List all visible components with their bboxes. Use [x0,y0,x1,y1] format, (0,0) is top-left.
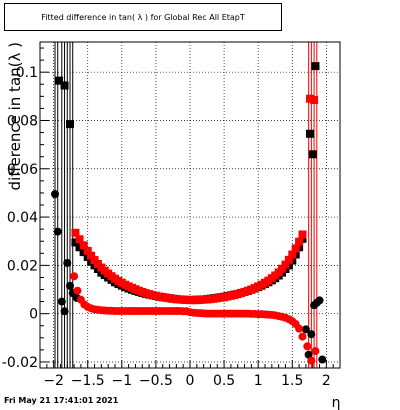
x-tick-label: −2 [43,373,64,389]
square-marker [71,228,80,237]
square-marker [71,238,80,247]
square-marker [83,246,92,255]
circle-marker [60,307,69,316]
circle-marker [307,330,316,339]
x-tick-label: 2 [322,373,331,389]
y-tick-label: 0.1 [16,65,38,81]
circle-marker [53,227,62,236]
x-tick-label: −0.5 [139,373,173,389]
x-tick-label: −1 [111,373,132,389]
circle-marker [66,281,74,290]
x-tick-label: 0 [186,373,195,389]
square-marker [79,241,88,250]
circle-marker [57,297,66,306]
circle-marker [304,350,313,359]
circle-marker [318,355,327,364]
square-marker [66,120,74,129]
data-points [51,62,327,365]
square-marker [306,94,314,103]
circle-marker [298,332,307,341]
square-marker [281,260,290,269]
square-marker [288,250,297,259]
square-marker [87,251,96,260]
square-marker [278,264,287,273]
x-tick-label: 0.5 [213,373,235,389]
y-axis-label: difference in tan(λ ) [6,42,24,190]
x-tick-label: 1 [254,373,263,389]
timestamp: Fri May 21 17:41:01 2021 [4,396,119,405]
y-tick-label: -0.02 [2,355,38,371]
tick-labels: −2 −1.5 −1 −0.5 0 0.5 1 1.5 2 -0.02 0 0.02 0.04 0.06 0… [2,65,331,389]
square-marker [79,248,88,257]
y-tick-label: 0.04 [7,210,38,226]
square-marker [75,235,84,244]
circle-marker [301,325,310,334]
x-tick-label: 1.5 [281,373,303,389]
y-tick-label: 0.08 [7,113,38,129]
circle-marker [311,347,320,356]
square-marker [75,243,84,252]
axis-ticks [40,47,334,368]
y-tick-label: 0.06 [7,162,38,178]
chart-title: Fitted difference in tan( λ ) for Global… [4,3,282,31]
square-marker [298,230,307,239]
circle-marker [63,258,72,267]
x-axis-label: η [332,395,341,410]
square-marker [291,244,300,253]
circle-marker [315,296,324,305]
y-tick-label: 0 [29,307,38,323]
square-marker [55,76,64,85]
square-marker [306,129,314,138]
circle-marker [70,272,79,281]
circle-marker [303,342,312,351]
circle-marker [51,190,59,199]
y-tick-label: 0.02 [7,258,38,274]
square-marker [295,237,304,246]
circle-marker [295,324,304,333]
square-marker [284,255,293,264]
square-marker [308,150,317,159]
circle-marker [73,286,82,295]
circle-marker [307,356,316,365]
square-marker [60,81,69,90]
square-marker [311,62,320,71]
x-tick-label: −1.5 [71,373,105,389]
square-marker [310,95,319,104]
